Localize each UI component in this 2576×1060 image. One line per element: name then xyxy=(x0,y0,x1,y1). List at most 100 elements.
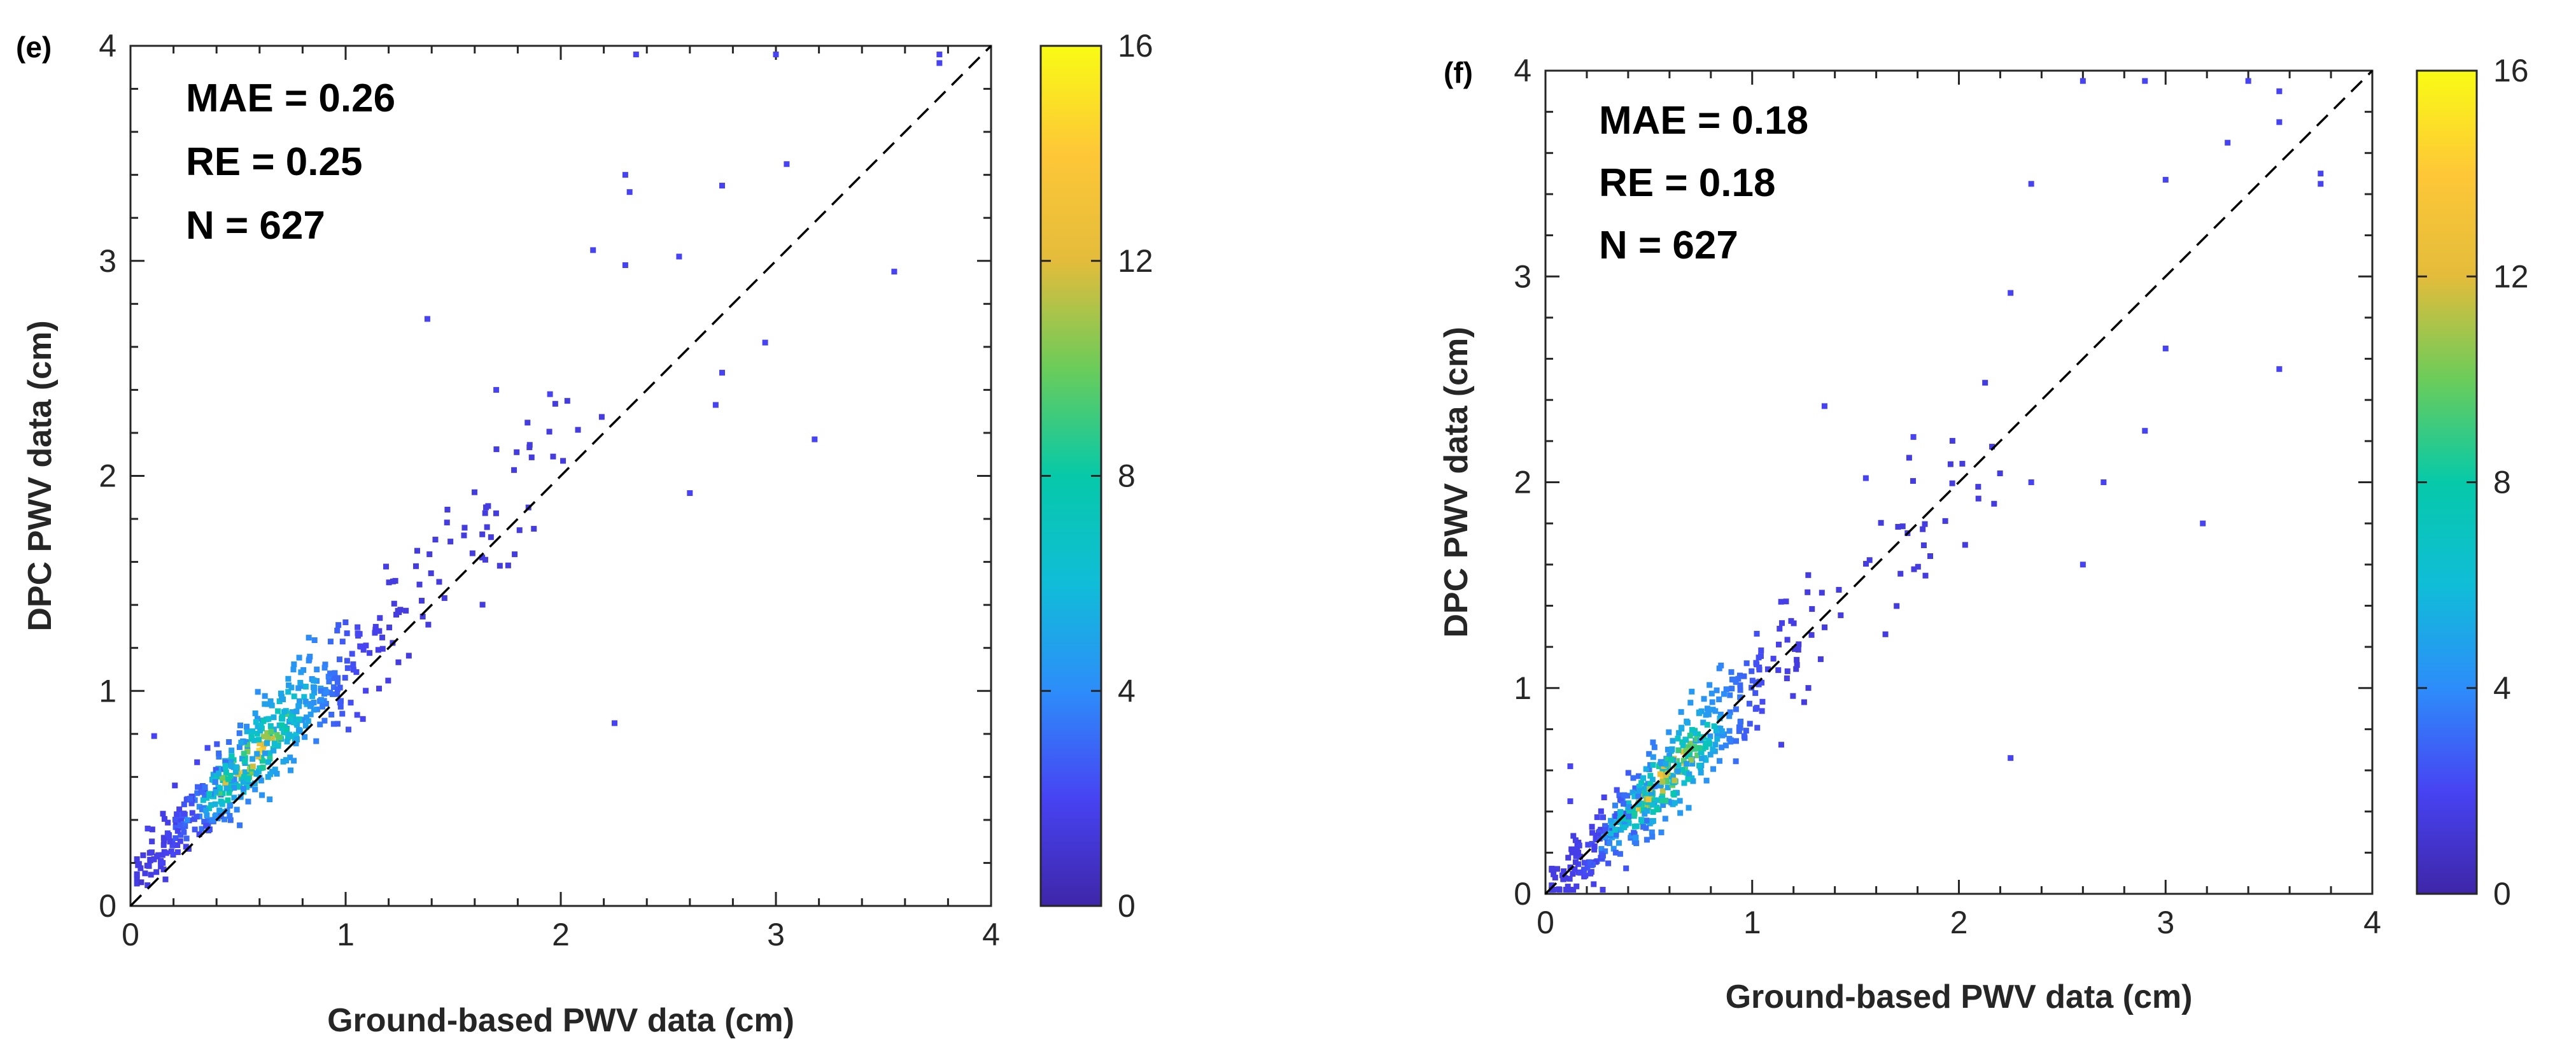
scatter-point xyxy=(204,745,211,751)
scatter-point xyxy=(1636,788,1642,794)
scatter-point xyxy=(214,774,220,780)
scatter-point xyxy=(301,694,307,700)
scatter-point xyxy=(260,718,267,724)
scatter-point xyxy=(1610,845,1617,852)
scatter-point xyxy=(1629,789,1636,796)
scatter-point xyxy=(302,723,309,729)
scatter-point xyxy=(349,651,355,657)
scatter-point xyxy=(178,831,184,838)
scatter-point xyxy=(330,721,337,727)
scatter-point xyxy=(318,688,324,694)
scatter-point xyxy=(1700,719,1707,726)
scatter-point xyxy=(1679,725,1685,731)
scatter-point xyxy=(1569,849,1575,856)
one-to-one-line xyxy=(1544,69,2374,895)
scatter-point xyxy=(293,736,300,742)
scatter-point xyxy=(302,734,308,740)
scatter-point xyxy=(214,741,220,747)
scatter-point xyxy=(2276,88,2283,94)
scatter-point xyxy=(516,527,523,534)
scatter-point xyxy=(2318,181,2324,187)
scatter-point xyxy=(202,784,208,790)
scatter-point xyxy=(1809,606,1815,612)
scatter-point xyxy=(245,798,251,805)
scatter-point xyxy=(1581,859,1587,866)
scatter-point xyxy=(223,770,229,776)
scatter-point xyxy=(1657,782,1663,789)
scatter-point xyxy=(719,183,725,189)
scatter-point xyxy=(1608,822,1615,828)
scatter-point xyxy=(168,849,174,855)
scatter-point xyxy=(2028,181,2034,187)
scatter-point xyxy=(393,611,400,618)
scatter-point xyxy=(311,707,317,713)
stat-text: MAE = 0.26 xyxy=(186,76,395,120)
scatter-point xyxy=(612,720,617,726)
scatter-point xyxy=(322,661,328,668)
y-tick-label: 0 xyxy=(99,888,116,924)
scatter-point xyxy=(1747,721,1753,727)
scatter-point xyxy=(237,822,243,828)
scatter-point xyxy=(212,801,218,807)
scatter-point xyxy=(309,693,316,700)
scatter-point xyxy=(244,723,250,730)
scatter-point xyxy=(206,791,213,797)
scatter-point xyxy=(222,759,229,765)
scatter-point xyxy=(1915,563,1921,570)
scatter-point xyxy=(354,712,360,718)
scatter-point xyxy=(267,756,273,762)
scatter-point xyxy=(1636,805,1642,812)
scatter-point xyxy=(1608,817,1614,824)
scatter-point xyxy=(626,189,633,195)
scatter-point xyxy=(1677,810,1684,816)
scatter-point xyxy=(1949,480,1955,486)
scatter-point xyxy=(151,733,157,739)
scatter-point xyxy=(1572,866,1578,872)
scatter-point xyxy=(1594,814,1600,821)
scatter-point xyxy=(271,740,278,747)
scatter-point xyxy=(1635,773,1642,779)
scatter-point xyxy=(174,811,180,817)
scatter-point xyxy=(1862,561,1869,567)
scatter-point xyxy=(1640,775,1647,781)
scatter-point xyxy=(1647,781,1654,788)
scatter-point xyxy=(160,810,166,817)
scatter-point xyxy=(206,826,213,833)
scatter-point xyxy=(280,758,286,765)
scatter-point xyxy=(297,698,303,704)
scatter-point xyxy=(1689,775,1695,781)
scatter-point xyxy=(1737,694,1743,700)
scatter-point xyxy=(1635,793,1642,800)
scatter-point xyxy=(1636,800,1642,807)
scatter-point xyxy=(1679,767,1686,773)
scatter-point xyxy=(1942,518,1948,524)
scatter-point xyxy=(416,581,423,588)
x-tick-label: 2 xyxy=(1950,905,1968,940)
scatter-point xyxy=(269,702,275,709)
scatter-point xyxy=(1645,804,1652,810)
scatter-point xyxy=(161,838,167,844)
scatter-point xyxy=(252,710,258,716)
scatter-point xyxy=(187,795,194,802)
scatter-point xyxy=(762,339,768,346)
scatter-point xyxy=(237,784,243,790)
scatter-point xyxy=(546,428,553,435)
scatter-point xyxy=(284,738,290,745)
scatter-point xyxy=(334,627,341,633)
scatter-point xyxy=(1737,682,1743,688)
scatter-point xyxy=(321,717,328,724)
scatter-point xyxy=(148,849,155,856)
scatter-point xyxy=(379,634,386,640)
scatter-point xyxy=(250,728,256,735)
scatter-point xyxy=(172,835,179,842)
scatter-point xyxy=(205,818,211,824)
scatter-point xyxy=(1566,887,1573,893)
scatter-point xyxy=(255,723,261,730)
scatter-point xyxy=(262,693,268,699)
scatter-point xyxy=(160,859,166,866)
scatter-point xyxy=(676,253,682,260)
scatter-point xyxy=(360,716,366,722)
scatter-point xyxy=(1686,744,1692,751)
y-tick-label: 3 xyxy=(1514,258,1531,294)
